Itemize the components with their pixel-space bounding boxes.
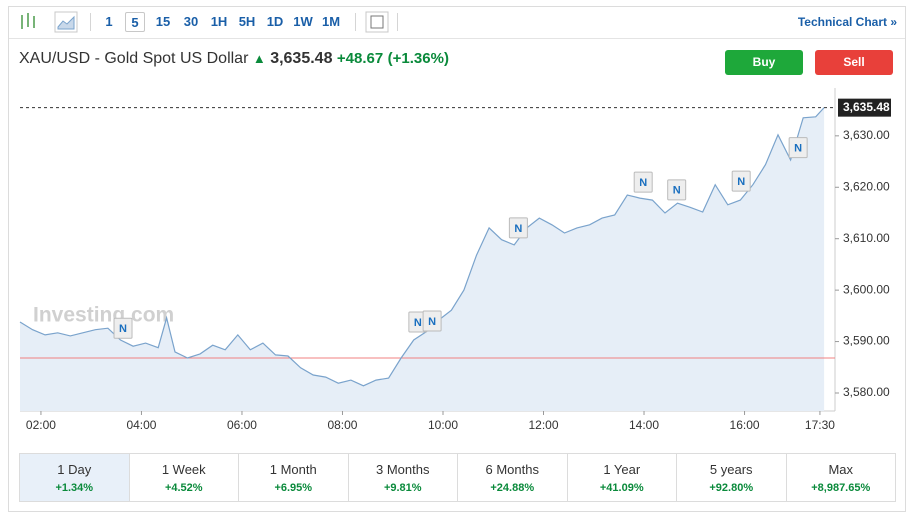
news-marker-label: N <box>737 176 745 188</box>
indicator-icon[interactable] <box>365 11 389 33</box>
news-marker-label: N <box>639 177 647 189</box>
period-label: 5 years <box>709 462 753 477</box>
candles-icon[interactable] <box>21 13 35 29</box>
period-change: +1.34% <box>55 482 94 494</box>
period-tab[interactable]: 1 Week +4.52% <box>130 454 239 501</box>
area-icon-shape <box>57 15 75 30</box>
last-price-box <box>838 98 891 117</box>
period-label: 1 Year <box>603 462 641 477</box>
period-tab[interactable]: 6 Months +24.88% <box>458 454 568 501</box>
y-tick-label: 3,580.00 <box>843 385 890 399</box>
period-change: +8,987.65% <box>811 482 871 494</box>
period-tab[interactable]: Max +8,987.65% <box>787 454 896 501</box>
interval-button[interactable]: 1M <box>321 14 341 29</box>
interval-button[interactable]: 5 <box>125 12 145 32</box>
x-tick-label: 16:00 <box>730 418 760 432</box>
y-tick-label: 3,610.00 <box>843 231 890 245</box>
y-tick-label: 3,620.00 <box>843 179 890 193</box>
news-marker-label: N <box>414 317 422 329</box>
interval-button[interactable]: 5H <box>238 14 256 29</box>
y-tick-label: 3,590.00 <box>843 334 890 348</box>
toolbar-icons <box>21 11 389 33</box>
y-tick-label: 3,630.00 <box>843 128 890 142</box>
news-marker-label: N <box>794 143 802 155</box>
period-change: +9.81% <box>383 482 422 494</box>
x-tick-label: 06:00 <box>227 418 257 432</box>
period-change: +6.95% <box>274 482 313 494</box>
period-label: 1 Day <box>57 462 92 477</box>
period-change: +24.88% <box>490 482 535 494</box>
interval-button[interactable]: 1D <box>266 14 284 29</box>
x-tick-label: 14:00 <box>629 418 659 432</box>
news-marker <box>508 217 528 239</box>
news-marker-label: N <box>673 185 681 197</box>
watermark: Investing.com <box>33 304 174 327</box>
last-price-label: 3,635.48 <box>843 100 890 114</box>
news-marker <box>422 310 442 332</box>
news-marker-label: N <box>119 323 127 335</box>
symbol: XAU/USD - Gold Spot US Dollar <box>19 50 249 67</box>
period-tab[interactable]: 1 Year +41.09% <box>568 454 677 501</box>
widget: Technical Chart » 1 5 15 30 1H 5H 1D 1W 1M XAU/U… <box>8 6 906 512</box>
period-label: Max <box>828 462 854 477</box>
y-tick-label: 3,600.00 <box>843 282 890 296</box>
period-change: +4.52% <box>164 482 203 494</box>
price-line <box>19 107 825 387</box>
news-marker <box>667 179 687 201</box>
interval-button[interactable]: 30 <box>183 14 199 29</box>
interval-button[interactable]: 1H <box>210 14 228 29</box>
period-change: +92.80% <box>709 482 754 494</box>
news-marker <box>633 171 653 193</box>
news-marker <box>113 317 133 339</box>
toolbar: Technical Chart » 1 5 15 30 1H 5H 1D 1W 1M <box>9 7 905 39</box>
interval-button[interactable]: 15 <box>155 14 171 29</box>
news-marker-label: N <box>514 223 522 235</box>
separator <box>355 13 356 31</box>
period-label: 1 Month <box>269 462 317 477</box>
x-tick-label: 02:00 <box>26 418 56 432</box>
period-tab[interactable]: 1 Month +6.95% <box>239 454 349 501</box>
news-marker <box>788 137 808 159</box>
area <box>20 107 825 411</box>
x-tick-label: 04:00 <box>126 418 156 432</box>
technical-chart-link[interactable]: Technical Chart » <box>797 15 897 29</box>
sell-button[interactable]: Sell <box>815 50 893 75</box>
area-icon[interactable] <box>54 11 78 33</box>
up-arrow: ▲ <box>252 51 266 66</box>
period-tab[interactable]: 5 years +92.80% <box>677 454 787 501</box>
change: +48.67 <box>336 50 384 67</box>
change-percent: (+1.36%) <box>387 50 449 67</box>
price: 3,635.48 <box>270 50 333 67</box>
period-label: 1 Week <box>161 462 206 477</box>
news-marker-label: N <box>428 316 436 328</box>
x-tick-label: 12:00 <box>528 418 558 432</box>
x-tick-label: 17:30 <box>805 418 835 432</box>
indicator-icon-shape <box>370 15 384 29</box>
quote-header: XAU/USD - Gold Spot US Dollar ▲ 3,635.48… <box>19 50 449 68</box>
interval-button[interactable]: 1W <box>293 14 313 29</box>
interval-button[interactable]: 1 <box>105 14 113 29</box>
x-tick-label: 08:00 <box>327 418 357 432</box>
period-tab[interactable]: 1 Day +1.34% <box>20 454 130 501</box>
x-tick-label: 10:00 <box>428 418 458 432</box>
period-label: 3 Months <box>376 462 430 477</box>
period-change: +41.09% <box>599 482 644 494</box>
period-label: 6 Months <box>485 462 539 477</box>
buy-button[interactable]: Buy <box>725 50 803 75</box>
separator <box>90 13 91 31</box>
separator <box>397 13 398 31</box>
news-marker <box>731 170 751 192</box>
period-tabs: 1 Day +1.34% 1 Week +4.52% 1 Month +6.95% 3 Mo… <box>19 453 896 502</box>
period-tab[interactable]: 3 Months +9.81% <box>349 454 458 501</box>
